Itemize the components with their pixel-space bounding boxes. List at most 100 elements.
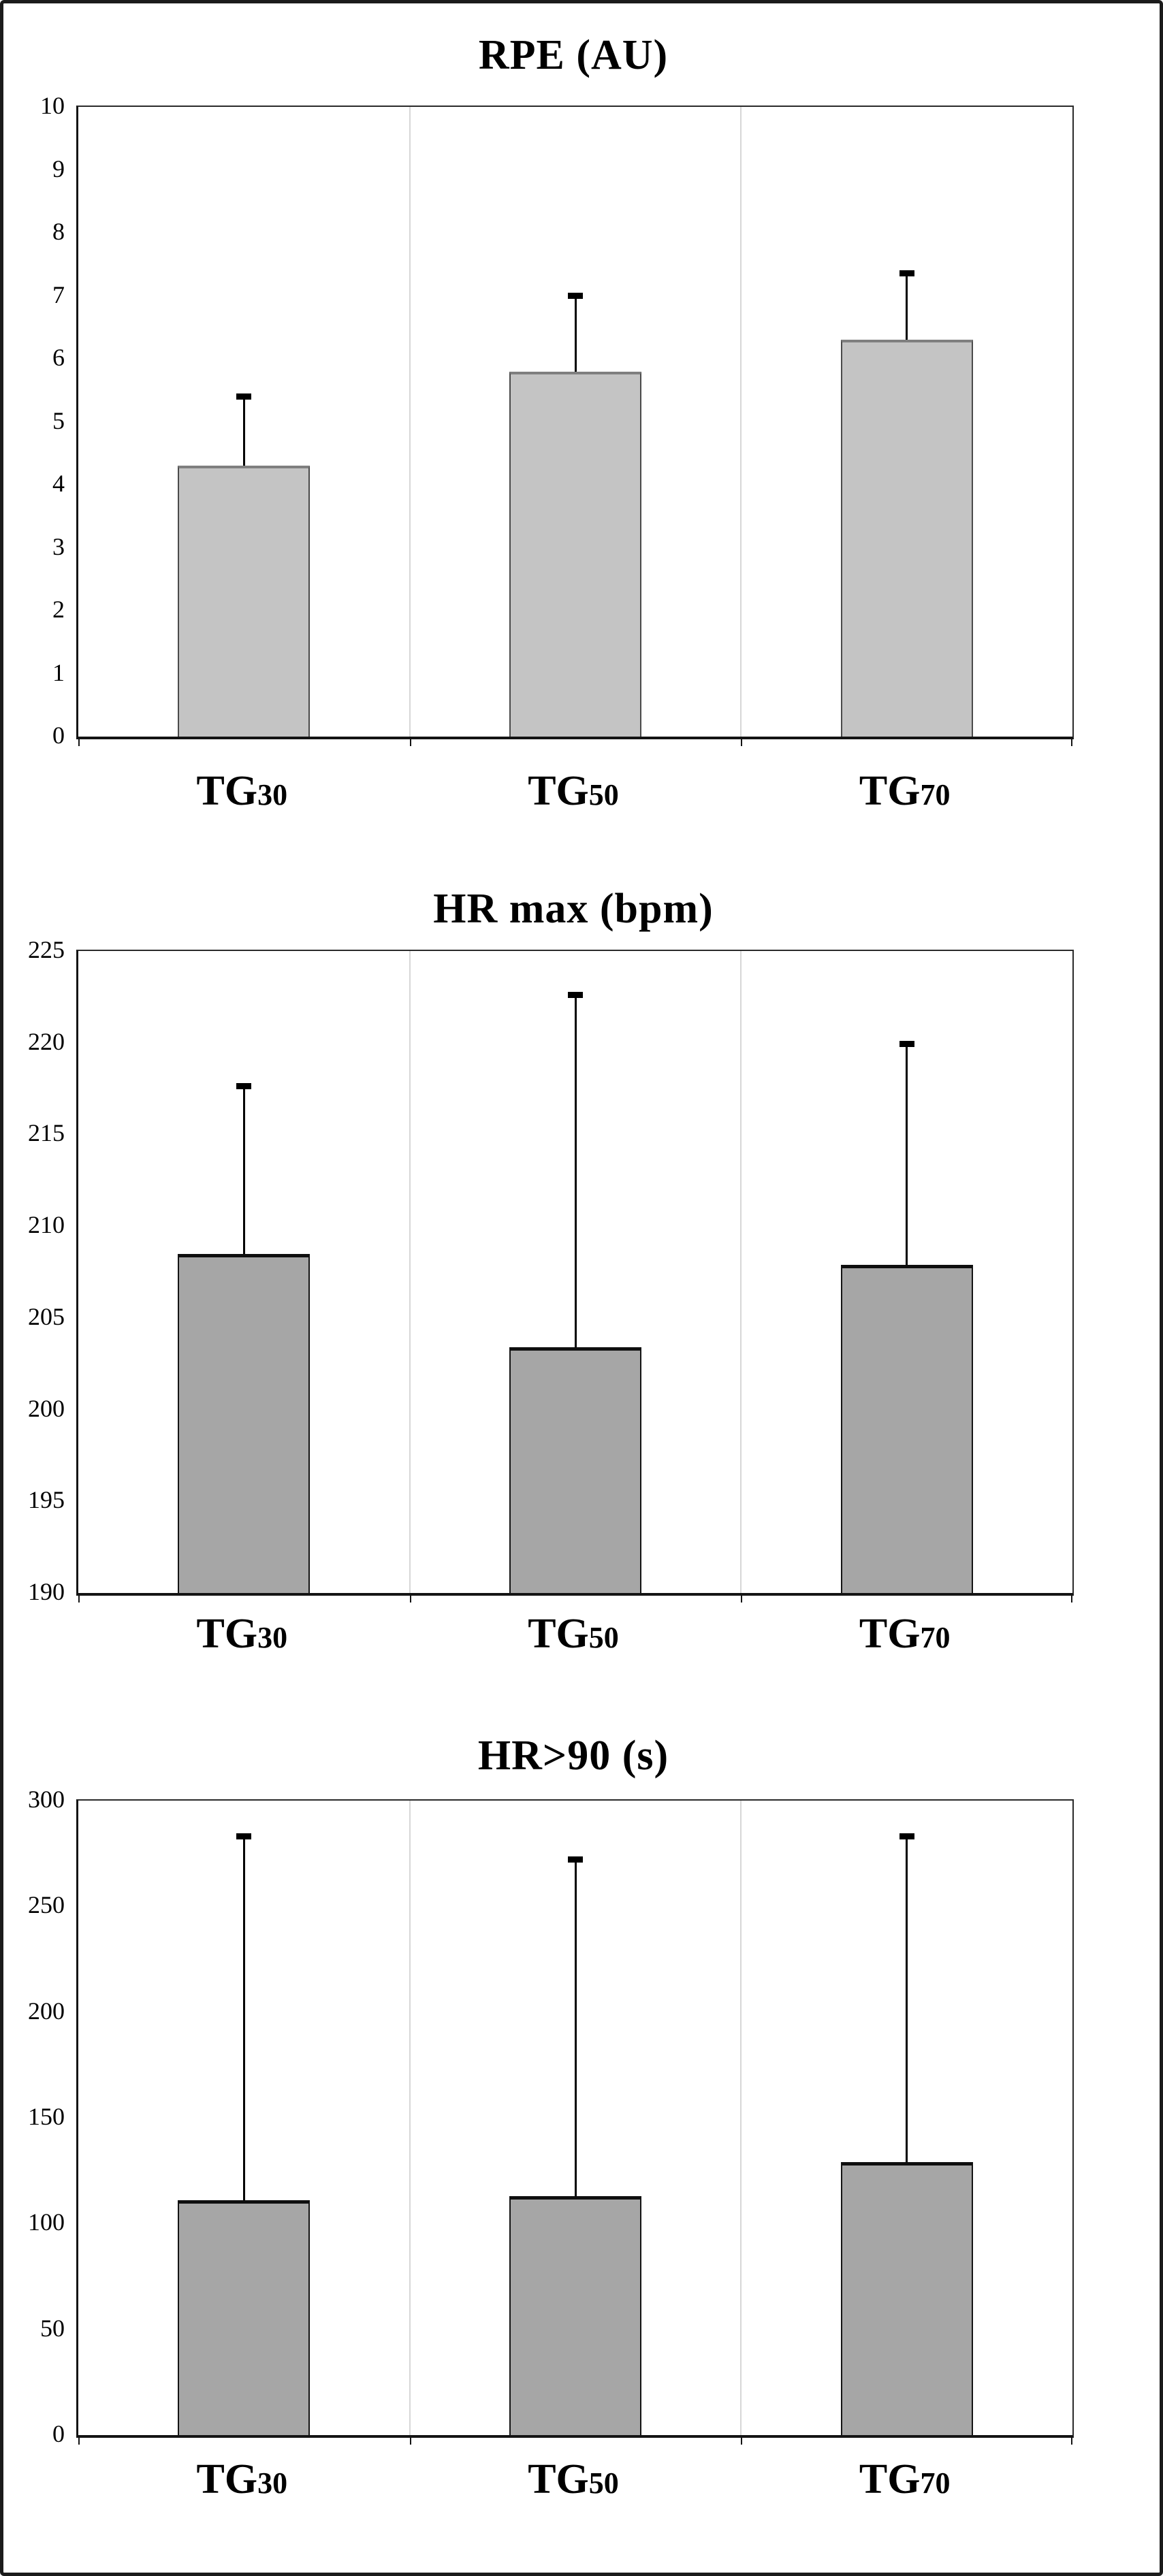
x-label-base: TG bbox=[859, 1611, 921, 1657]
error-bar-cap-tg30 bbox=[236, 1833, 252, 1839]
y-tick-label: 210 bbox=[28, 1211, 65, 1239]
plot-area-hr90 bbox=[76, 1799, 1074, 2445]
x-axis-label-tg70: TG70 bbox=[803, 770, 1007, 812]
x-axis-tick bbox=[1071, 1596, 1072, 1603]
x-label-subscript: 70 bbox=[920, 778, 951, 811]
x-axis-tick bbox=[1071, 739, 1072, 746]
x-axis-tick bbox=[78, 739, 80, 746]
bar-tg50 bbox=[509, 2195, 641, 2435]
y-tick-label: 250 bbox=[28, 1891, 65, 1919]
x-label-base: TG bbox=[196, 768, 258, 814]
error-bar-tg70 bbox=[906, 1044, 908, 1265]
x-label-base: TG bbox=[859, 768, 921, 814]
x-label-subscript: 50 bbox=[588, 1621, 619, 1654]
y-tick-label: 4 bbox=[52, 470, 65, 497]
x-label-base: TG bbox=[196, 2456, 258, 2502]
y-tick-label: 200 bbox=[28, 1394, 65, 1422]
y-tick-label: 3 bbox=[52, 532, 65, 560]
y-tick-label: 10 bbox=[40, 92, 65, 119]
bar-tg70 bbox=[840, 1264, 973, 1593]
bar-tg50 bbox=[509, 371, 641, 737]
y-tick-label: 1 bbox=[52, 658, 65, 686]
y-tick-label: 200 bbox=[28, 1997, 65, 2025]
x-label-base: TG bbox=[528, 2456, 589, 2502]
x-axis-tick bbox=[741, 2438, 743, 2445]
x-axis-label-tg70: TG70 bbox=[803, 2458, 1007, 2500]
x-label-subscript: 50 bbox=[588, 2466, 619, 2500]
x-axis-tick bbox=[409, 1596, 411, 1603]
category-separator-line bbox=[409, 107, 411, 737]
y-tick-label: 6 bbox=[52, 344, 65, 371]
x-label-base: TG bbox=[528, 1611, 589, 1657]
x-label-subscript: 70 bbox=[920, 2466, 951, 2500]
error-bar-cap-tg30 bbox=[236, 393, 252, 400]
y-tick-label: 195 bbox=[28, 1486, 65, 1514]
chart-title-hrmax: HR max (bpm) bbox=[433, 886, 714, 932]
error-bar-cap-tg50 bbox=[568, 292, 583, 299]
y-tick-label: 0 bbox=[52, 2420, 65, 2447]
error-bar-cap-tg70 bbox=[899, 1833, 914, 1839]
x-label-subscript: 30 bbox=[257, 1621, 288, 1654]
x-axis-tick bbox=[78, 1596, 80, 1603]
error-bar-cap-tg30 bbox=[236, 1083, 252, 1090]
y-tick-label: 215 bbox=[28, 1119, 65, 1147]
x-axis-label-tg70: TG70 bbox=[803, 1613, 1007, 1655]
x-axis-tick bbox=[741, 1596, 743, 1603]
chart-title-rpe: RPE (AU) bbox=[478, 32, 669, 78]
y-tick-label: 5 bbox=[52, 406, 65, 434]
x-axis-tick bbox=[1071, 2438, 1072, 2445]
y-tick-label: 150 bbox=[28, 2103, 65, 2130]
y-tick-label: 8 bbox=[52, 218, 65, 245]
x-axis-label-tg50: TG50 bbox=[471, 2458, 675, 2500]
x-label-base: TG bbox=[859, 2456, 921, 2502]
error-bar-tg30 bbox=[242, 396, 245, 466]
x-axis-label-tg30: TG30 bbox=[140, 770, 344, 812]
error-bar-cap-tg50 bbox=[568, 991, 583, 998]
x-axis-label-tg30: TG30 bbox=[140, 1613, 344, 1655]
y-tick-label: 50 bbox=[40, 2314, 65, 2342]
error-bar-tg70 bbox=[906, 274, 908, 340]
y-tick-label: 205 bbox=[28, 1302, 65, 1330]
bar-tg50 bbox=[509, 1347, 641, 1593]
x-axis-label-tg50: TG50 bbox=[471, 770, 675, 812]
category-separator-line bbox=[740, 107, 742, 737]
x-label-subscript: 50 bbox=[588, 778, 619, 811]
y-tick-label: 225 bbox=[28, 936, 65, 963]
y-tick-label: 100 bbox=[28, 2208, 65, 2236]
x-axis-tick bbox=[409, 2438, 411, 2445]
plot-area-rpe bbox=[76, 106, 1074, 746]
error-bar-tg50 bbox=[574, 995, 577, 1347]
y-tick-label: 220 bbox=[28, 1027, 65, 1055]
error-bar-cap-tg70 bbox=[899, 270, 914, 277]
category-separator-line bbox=[409, 951, 411, 1593]
bar-tg70 bbox=[840, 340, 973, 737]
x-axis-tick bbox=[741, 739, 743, 746]
bar-tg30 bbox=[178, 2200, 310, 2435]
x-label-base: TG bbox=[528, 768, 589, 814]
category-separator-line bbox=[740, 1801, 742, 2435]
category-separator-line bbox=[740, 951, 742, 1593]
error-bar-tg30 bbox=[242, 1836, 245, 2201]
y-tick-label: 9 bbox=[52, 155, 65, 182]
y-tick-label: 7 bbox=[52, 280, 65, 308]
bar-tg30 bbox=[178, 466, 310, 737]
error-bar-tg30 bbox=[242, 1086, 245, 1254]
x-axis-tick bbox=[409, 739, 411, 746]
x-label-subscript: 70 bbox=[920, 1621, 951, 1654]
y-tick-label: 2 bbox=[52, 596, 65, 623]
y-tick-label: 300 bbox=[28, 1786, 65, 1813]
bar-tg70 bbox=[840, 2162, 973, 2435]
error-bar-cap-tg70 bbox=[899, 1041, 914, 1048]
error-bar-tg50 bbox=[574, 295, 577, 372]
x-axis-tick bbox=[78, 2438, 80, 2445]
error-bar-tg70 bbox=[906, 1836, 908, 2163]
chart-title-hr90: HR>90 (s) bbox=[477, 1733, 669, 1779]
category-separator-line bbox=[409, 1801, 411, 2435]
x-label-subscript: 30 bbox=[257, 778, 288, 811]
x-label-base: TG bbox=[196, 1611, 258, 1657]
error-bar-tg50 bbox=[574, 1860, 577, 2196]
x-axis-label-tg50: TG50 bbox=[471, 1613, 675, 1655]
error-bar-cap-tg50 bbox=[568, 1856, 583, 1863]
plot-area-hrmax bbox=[76, 950, 1074, 1603]
x-axis-label-tg30: TG30 bbox=[140, 2458, 344, 2500]
